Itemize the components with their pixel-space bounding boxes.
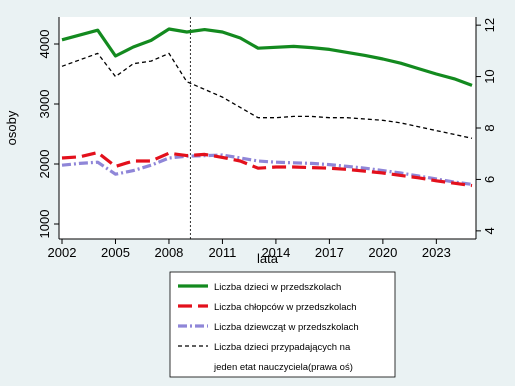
legend-label-4: Liczba dzieci przypadających na: [214, 342, 351, 353]
axes-layer: 1000 2000 3000 4000 4 6 8 10 12 2002 2005 2008 2011 2…: [37, 17, 497, 260]
y-tick-label-left: 1000: [37, 210, 52, 239]
series-line-2: [61, 151, 473, 188]
legend-label-4: jeden etat nauczyciela(prawa oś): [213, 362, 353, 373]
legend-label-1: Liczba dzieci w przedszkolach: [214, 282, 341, 293]
y-tick-label-right: 12: [482, 18, 497, 32]
series-layer: [61, 17, 473, 239]
y-tick-label-right: 4: [482, 227, 497, 234]
x-tick-label: 2008: [154, 245, 183, 260]
y-tick-label-left: 4000: [37, 30, 52, 59]
y-tick-label-left: 2000: [37, 150, 52, 179]
legend: Liczba dzieci w przedszkolach Liczba chło…: [178, 282, 359, 373]
x-axis-label: lata: [257, 251, 279, 266]
y-tick-label-right: 8: [482, 124, 497, 131]
series-line-1: [61, 27, 473, 87]
x-tick-label: 2023: [422, 245, 451, 260]
y-tick-label-left: 3000: [37, 90, 52, 119]
series-line-3: [61, 153, 473, 186]
x-tick-label: 2005: [101, 245, 130, 260]
legend-label-3: Liczba dziewcząt w przedszkolach: [214, 322, 359, 333]
series-line-4: [61, 52, 473, 139]
y-tick-label-right: 10: [482, 69, 497, 83]
x-tick-label: 2020: [368, 245, 397, 260]
x-tick-label: 2014: [261, 245, 290, 260]
x-tick-label: 2011: [208, 245, 236, 260]
y-tick-label-right: 6: [482, 176, 497, 183]
legend-label-2: Liczba chłopców w przedszkolach: [214, 302, 357, 313]
x-tick-label: 2017: [315, 245, 344, 260]
y-axis-label-left: osoby: [4, 110, 19, 145]
plot-area: [59, 17, 476, 239]
x-tick-label: 2002: [48, 245, 77, 260]
